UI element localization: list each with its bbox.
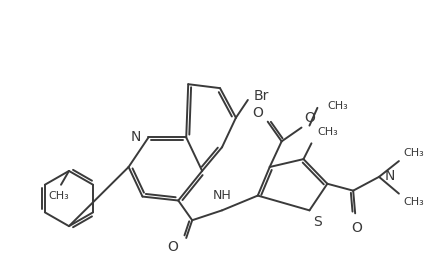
Text: O: O bbox=[252, 106, 263, 120]
Text: CH₃: CH₃ bbox=[404, 148, 425, 158]
Text: CH₃: CH₃ bbox=[404, 197, 425, 207]
Text: O: O bbox=[167, 240, 178, 254]
Text: O: O bbox=[352, 221, 363, 235]
Text: CH₃: CH₃ bbox=[327, 101, 348, 111]
Text: O: O bbox=[305, 111, 315, 125]
Text: Br: Br bbox=[254, 89, 269, 103]
Text: CH₃: CH₃ bbox=[49, 191, 70, 201]
Text: N: N bbox=[130, 131, 140, 145]
Text: N: N bbox=[385, 169, 395, 183]
Text: CH₃: CH₃ bbox=[318, 127, 338, 138]
Text: NH: NH bbox=[213, 190, 231, 203]
Text: S: S bbox=[314, 215, 322, 229]
